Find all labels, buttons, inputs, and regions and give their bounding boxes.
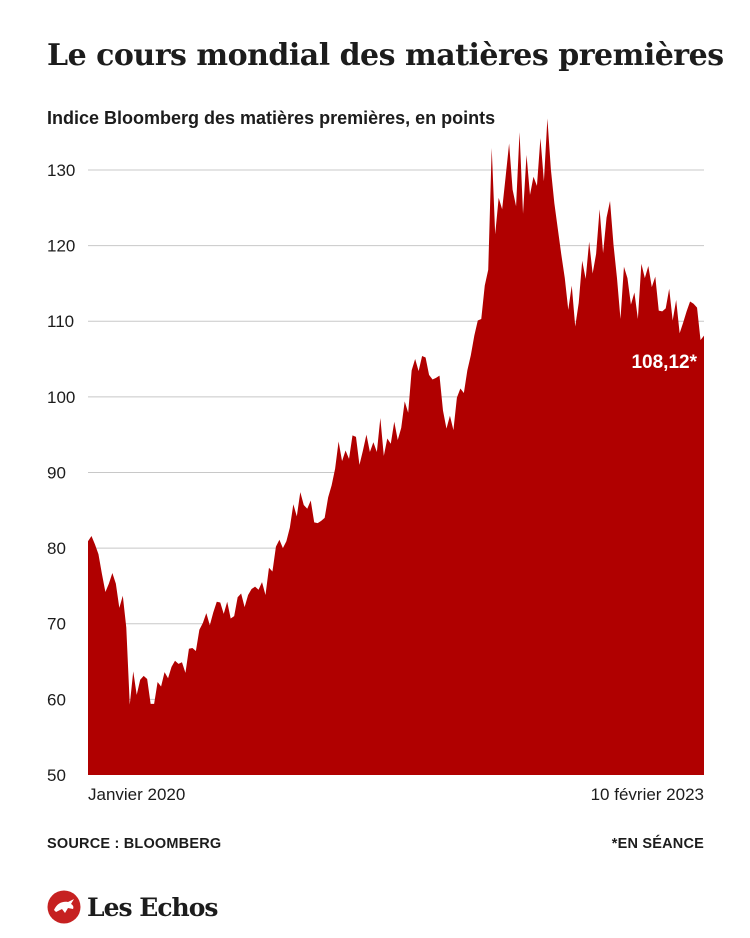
les-echos-wordmark: Les Echos [87, 892, 218, 922]
y-tick-label-90: 90 [47, 463, 66, 482]
y-tick-label-110: 110 [47, 312, 74, 331]
y-tick-label-120: 120 [47, 237, 75, 256]
y-tick-label-70: 70 [47, 615, 66, 634]
les-echos-logo: Les Echos [47, 888, 218, 926]
y-tick-label-50: 50 [47, 766, 66, 785]
y-tick-label-130: 130 [47, 161, 75, 180]
y-tick-label-60: 60 [47, 690, 66, 709]
session-footnote: *EN SÉANCE [611, 836, 704, 852]
chart-title: Le cours mondial des matières premières [47, 38, 724, 73]
last-value-annotation: 108,12* [631, 352, 697, 373]
y-axis-tick-labels: 50 60 70 80 90 100 110 120 130 [47, 161, 75, 785]
y-tick-label-80: 80 [47, 539, 66, 558]
x-tick-label-end: 10 février 2023 [591, 785, 704, 804]
area-series [88, 118, 704, 775]
x-tick-label-start: Janvier 2020 [88, 785, 185, 804]
source-note: SOURCE : BLOOMBERG [47, 836, 222, 852]
chart-subtitle: Indice Bloomberg des matières premières,… [47, 108, 496, 128]
les-echos-emblem-icon [47, 890, 81, 924]
y-tick-label-100: 100 [47, 388, 75, 407]
